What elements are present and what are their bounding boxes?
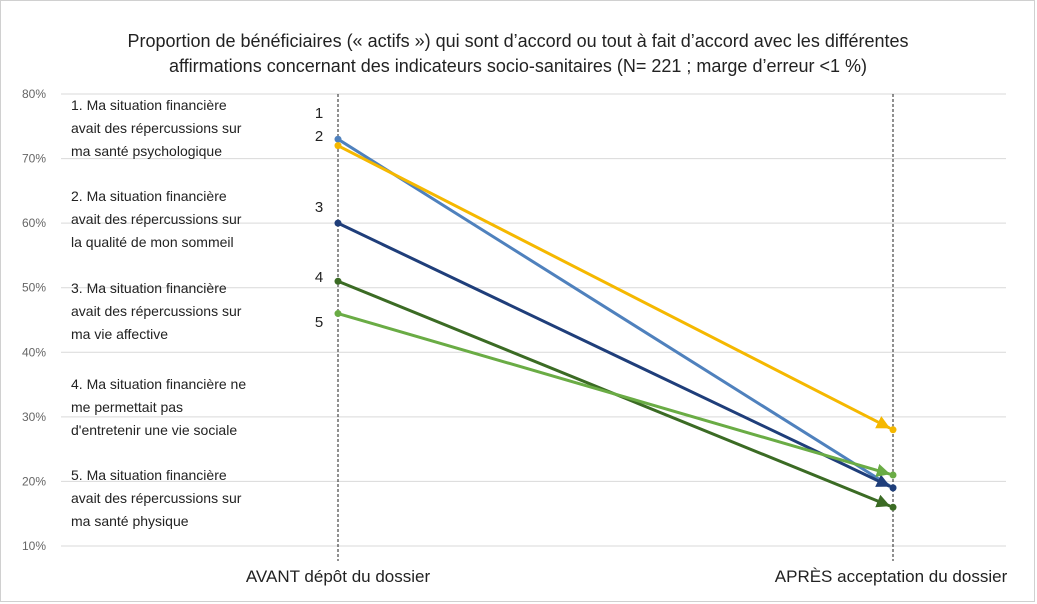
y-tick-label: 40% bbox=[22, 345, 46, 359]
series-number-label: 4 bbox=[315, 269, 323, 286]
series-number-label: 1 bbox=[315, 105, 323, 122]
series-line bbox=[336, 312, 891, 477]
series-5 bbox=[334, 310, 897, 479]
statement-line: la qualité de mon sommeil bbox=[71, 234, 234, 250]
series-line bbox=[336, 137, 895, 490]
data-point bbox=[889, 471, 897, 479]
statement-line: 5. Ma situation financière bbox=[71, 467, 227, 483]
statement-2: 2. Ma situation financière avait des répe… bbox=[71, 188, 242, 250]
category-markers bbox=[337, 94, 894, 561]
series-3 bbox=[334, 219, 897, 492]
data-point bbox=[889, 426, 897, 434]
data-point bbox=[889, 484, 897, 492]
y-tick-label: 20% bbox=[22, 474, 46, 488]
y-tick-label: 30% bbox=[22, 410, 46, 424]
gridlines bbox=[61, 93, 1006, 547]
x-axis-category-labels: AVANT dépôt du dossier APRÈS acceptation … bbox=[246, 567, 1008, 586]
y-tick-label: 80% bbox=[22, 87, 46, 101]
y-tick-label: 70% bbox=[22, 152, 46, 166]
statement-1: 1. Ma situation financière avait des répe… bbox=[71, 97, 242, 159]
series-2 bbox=[334, 142, 897, 434]
chart-title-line-1: Proportion de bénéficiaires (« actifs »)… bbox=[127, 31, 908, 51]
data-point bbox=[889, 503, 897, 511]
statement-line: avait des répercussions sur bbox=[71, 211, 242, 227]
statement-line: 3. Ma situation financière bbox=[71, 280, 227, 296]
y-tick-label: 50% bbox=[22, 281, 46, 295]
y-tick-label: 60% bbox=[22, 216, 46, 230]
category-label: APRÈS acceptation du dossier bbox=[775, 567, 1008, 586]
series-number-labels: 1 2 3 4 5 bbox=[315, 105, 323, 331]
series-line bbox=[336, 144, 891, 430]
statement-line: avait des répercussions sur bbox=[71, 490, 242, 506]
chart-title: Proportion de bénéficiaires (« actifs »)… bbox=[127, 31, 908, 76]
series-lines bbox=[334, 135, 897, 511]
statement-line: 2. Ma situation financière bbox=[71, 188, 227, 204]
statement-5: 5. Ma situation financière avait des répe… bbox=[71, 467, 242, 529]
category-label: AVANT dépôt du dossier bbox=[246, 567, 431, 586]
statement-line: d'entretenir une vie sociale bbox=[71, 422, 237, 438]
series-number-label: 5 bbox=[315, 314, 323, 331]
series-number-label: 3 bbox=[315, 199, 323, 216]
statement-4: 4. Ma situation financière ne me permetta… bbox=[71, 376, 246, 438]
statement-line: ma vie affective bbox=[71, 326, 168, 342]
statement-line: avait des répercussions sur bbox=[71, 303, 242, 319]
y-axis-tick-labels: 10% 20% 30% 40% 50% 60% 70% 80% bbox=[22, 87, 46, 553]
statement-line: 1. Ma situation financière bbox=[71, 97, 227, 113]
statement-labels: 1. Ma situation financière avait des répe… bbox=[71, 97, 246, 529]
statement-line: ma santé psychologique bbox=[71, 143, 222, 159]
statement-line: me permettait pas bbox=[71, 399, 183, 415]
y-tick-label: 10% bbox=[22, 539, 46, 553]
statement-3: 3. Ma situation financière avait des répe… bbox=[71, 280, 242, 342]
statement-line: avait des répercussions sur bbox=[71, 120, 242, 136]
series-line bbox=[336, 221, 891, 488]
series-number-label: 2 bbox=[315, 128, 323, 145]
chart-title-line-2: affirmations concernant des indicateurs … bbox=[169, 56, 867, 76]
statement-line: 4. Ma situation financière ne bbox=[71, 376, 246, 392]
statement-line: ma santé physique bbox=[71, 513, 189, 529]
